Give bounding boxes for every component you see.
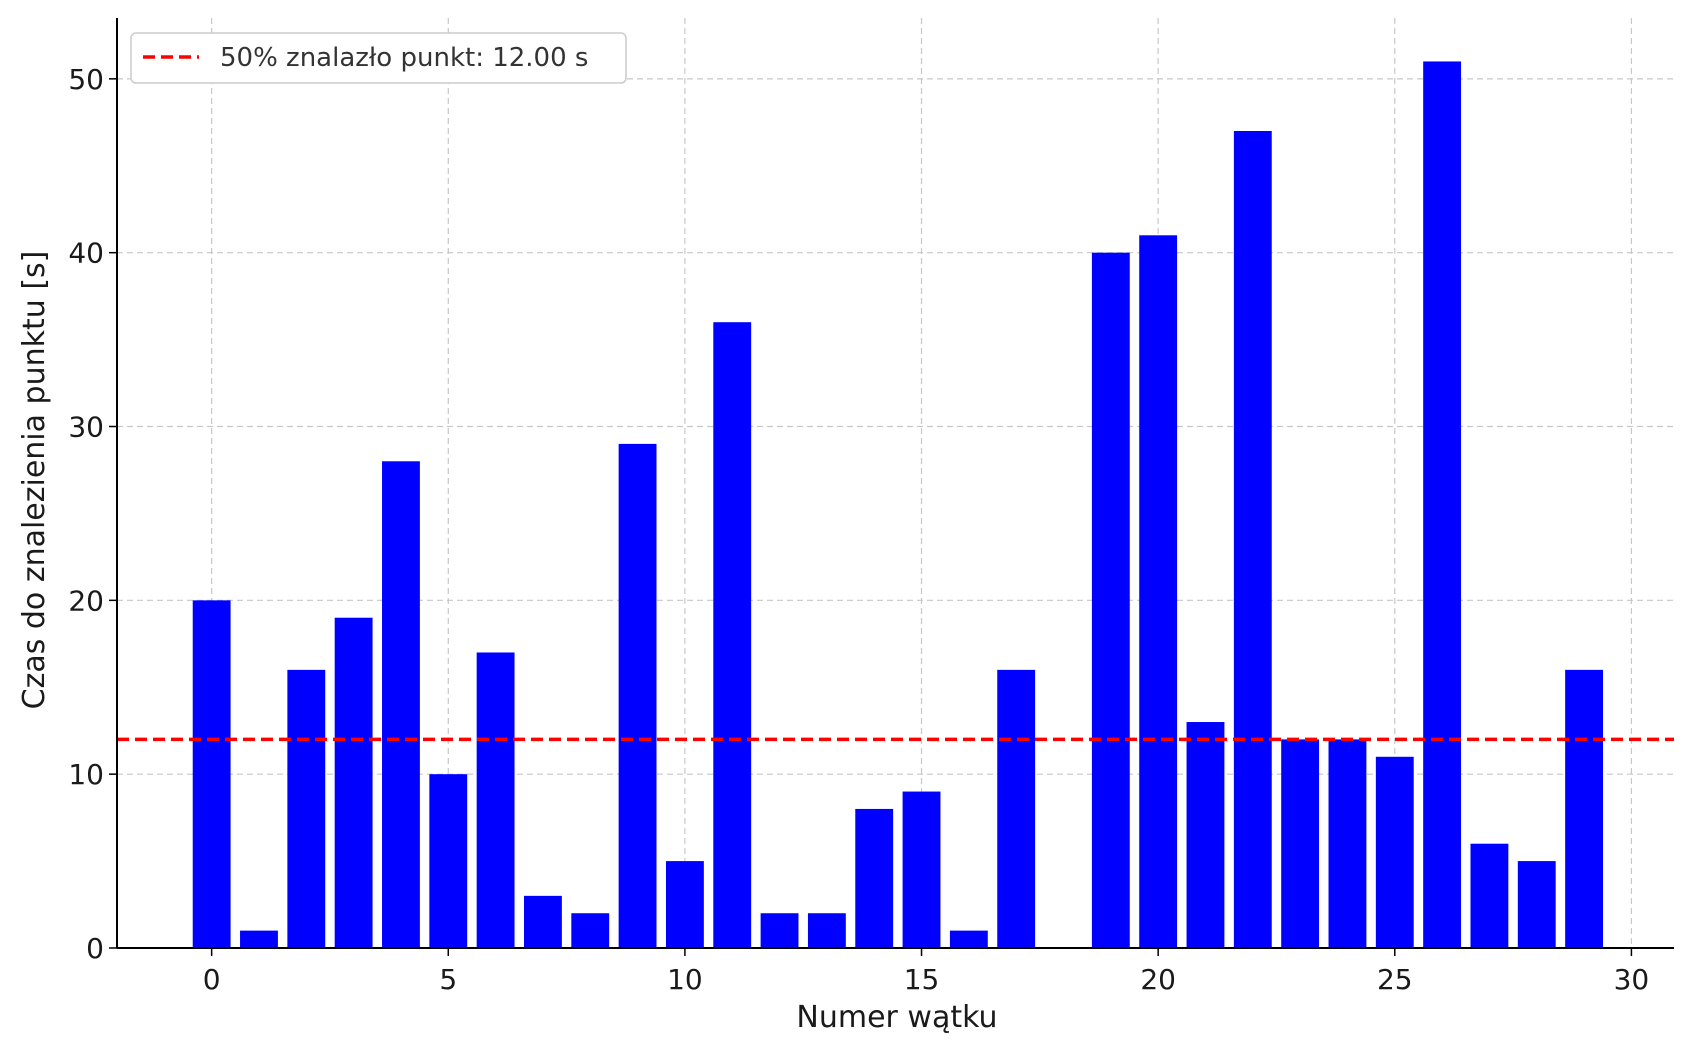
bar bbox=[1517, 861, 1556, 948]
y-tick-label: 0 bbox=[86, 932, 104, 965]
y-ticks: 0 10 20 30 40 50 bbox=[68, 63, 117, 965]
y-tick-label: 10 bbox=[68, 758, 104, 791]
bar bbox=[523, 895, 562, 948]
legend-box bbox=[130, 32, 627, 84]
y-tick-label: 20 bbox=[68, 584, 104, 617]
bar bbox=[1233, 130, 1272, 948]
y-axis-label: Czas do znalezienia punktu [s] bbox=[17, 251, 52, 710]
bar bbox=[665, 861, 704, 948]
bar bbox=[807, 913, 846, 948]
bar bbox=[855, 808, 894, 948]
legend: 50% znalazło punkt: 12.00 s bbox=[130, 32, 627, 84]
y-tick-label: 40 bbox=[68, 237, 104, 270]
bar bbox=[476, 652, 515, 948]
x-tick-label: 30 bbox=[1614, 963, 1650, 996]
bar bbox=[1186, 722, 1225, 948]
y-tick-label: 30 bbox=[68, 411, 104, 444]
bar bbox=[1139, 235, 1178, 948]
bars bbox=[192, 61, 1604, 949]
bar bbox=[1281, 739, 1320, 948]
legend-entry-threshold: 50% znalazło punkt: 12.00 s bbox=[220, 43, 588, 73]
x-tick-label: 15 bbox=[904, 963, 940, 996]
bar bbox=[760, 913, 799, 948]
x-axis-label: Numer wątku bbox=[796, 1000, 997, 1035]
bar bbox=[382, 461, 420, 948]
bar bbox=[1565, 669, 1604, 948]
axes bbox=[116, 18, 1674, 949]
x-tick-label: 20 bbox=[1140, 963, 1176, 996]
bar bbox=[334, 617, 373, 948]
bar bbox=[1375, 756, 1414, 948]
x-tick-label: 10 bbox=[667, 963, 703, 996]
bar bbox=[1423, 61, 1462, 948]
bar bbox=[997, 669, 1036, 948]
bar bbox=[1470, 843, 1509, 948]
bar bbox=[429, 774, 468, 948]
bar bbox=[240, 930, 278, 948]
bar bbox=[902, 791, 941, 948]
bar bbox=[287, 669, 326, 948]
bar bbox=[949, 930, 988, 948]
bar bbox=[1328, 739, 1367, 948]
bar bbox=[1091, 252, 1130, 948]
bar bbox=[571, 913, 610, 948]
x-tick-label: 0 bbox=[203, 963, 221, 996]
bar bbox=[192, 600, 231, 948]
x-tick-label: 25 bbox=[1377, 963, 1413, 996]
x-ticks: 0 5 10 15 20 25 30 bbox=[203, 948, 1649, 996]
y-tick-label: 50 bbox=[68, 63, 104, 96]
bar bbox=[618, 443, 657, 948]
bar bbox=[713, 322, 752, 949]
x-tick-label: 5 bbox=[439, 963, 457, 996]
